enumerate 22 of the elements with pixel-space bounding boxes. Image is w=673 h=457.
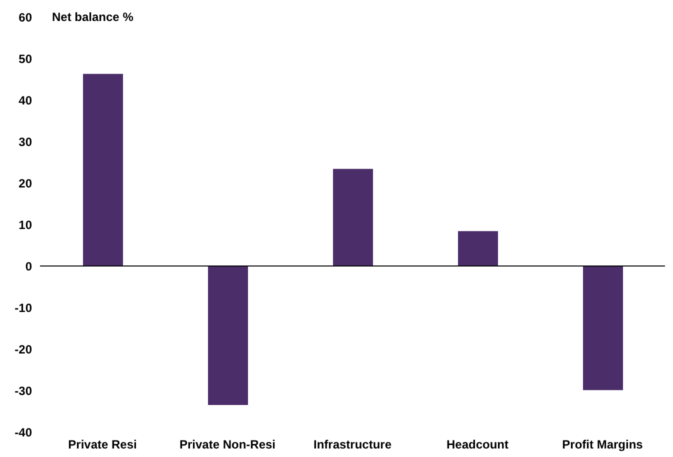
y-tick-label: 30 [18, 134, 32, 149]
y-tick-label: -10 [14, 300, 32, 315]
y-tick-label: -40 [14, 425, 32, 440]
bar [583, 266, 623, 390]
y-tick-label: 50 [18, 52, 32, 66]
y-tick-label: -30 [14, 384, 32, 398]
bar [208, 266, 248, 406]
x-tick-label: Profit Margins [562, 438, 644, 452]
y-tick-label: 60 [18, 10, 32, 24]
y-tick-label: 40 [18, 93, 32, 108]
y-tick-label: -20 [14, 342, 32, 356]
bar [333, 168, 373, 266]
y-tick-label: 20 [18, 176, 32, 190]
y-axis-title: Net balance % [52, 10, 134, 24]
x-tick-label: Infrastructure [313, 438, 392, 452]
y-tick-label: 0 [25, 259, 32, 274]
bar [458, 231, 498, 266]
y-tick-label: 10 [18, 218, 32, 232]
x-tick-label: Private Non-Resi [179, 438, 276, 452]
x-tick-label: Headcount [446, 438, 509, 452]
x-tick-label: Private Resi [68, 438, 137, 452]
bar [83, 74, 123, 266]
